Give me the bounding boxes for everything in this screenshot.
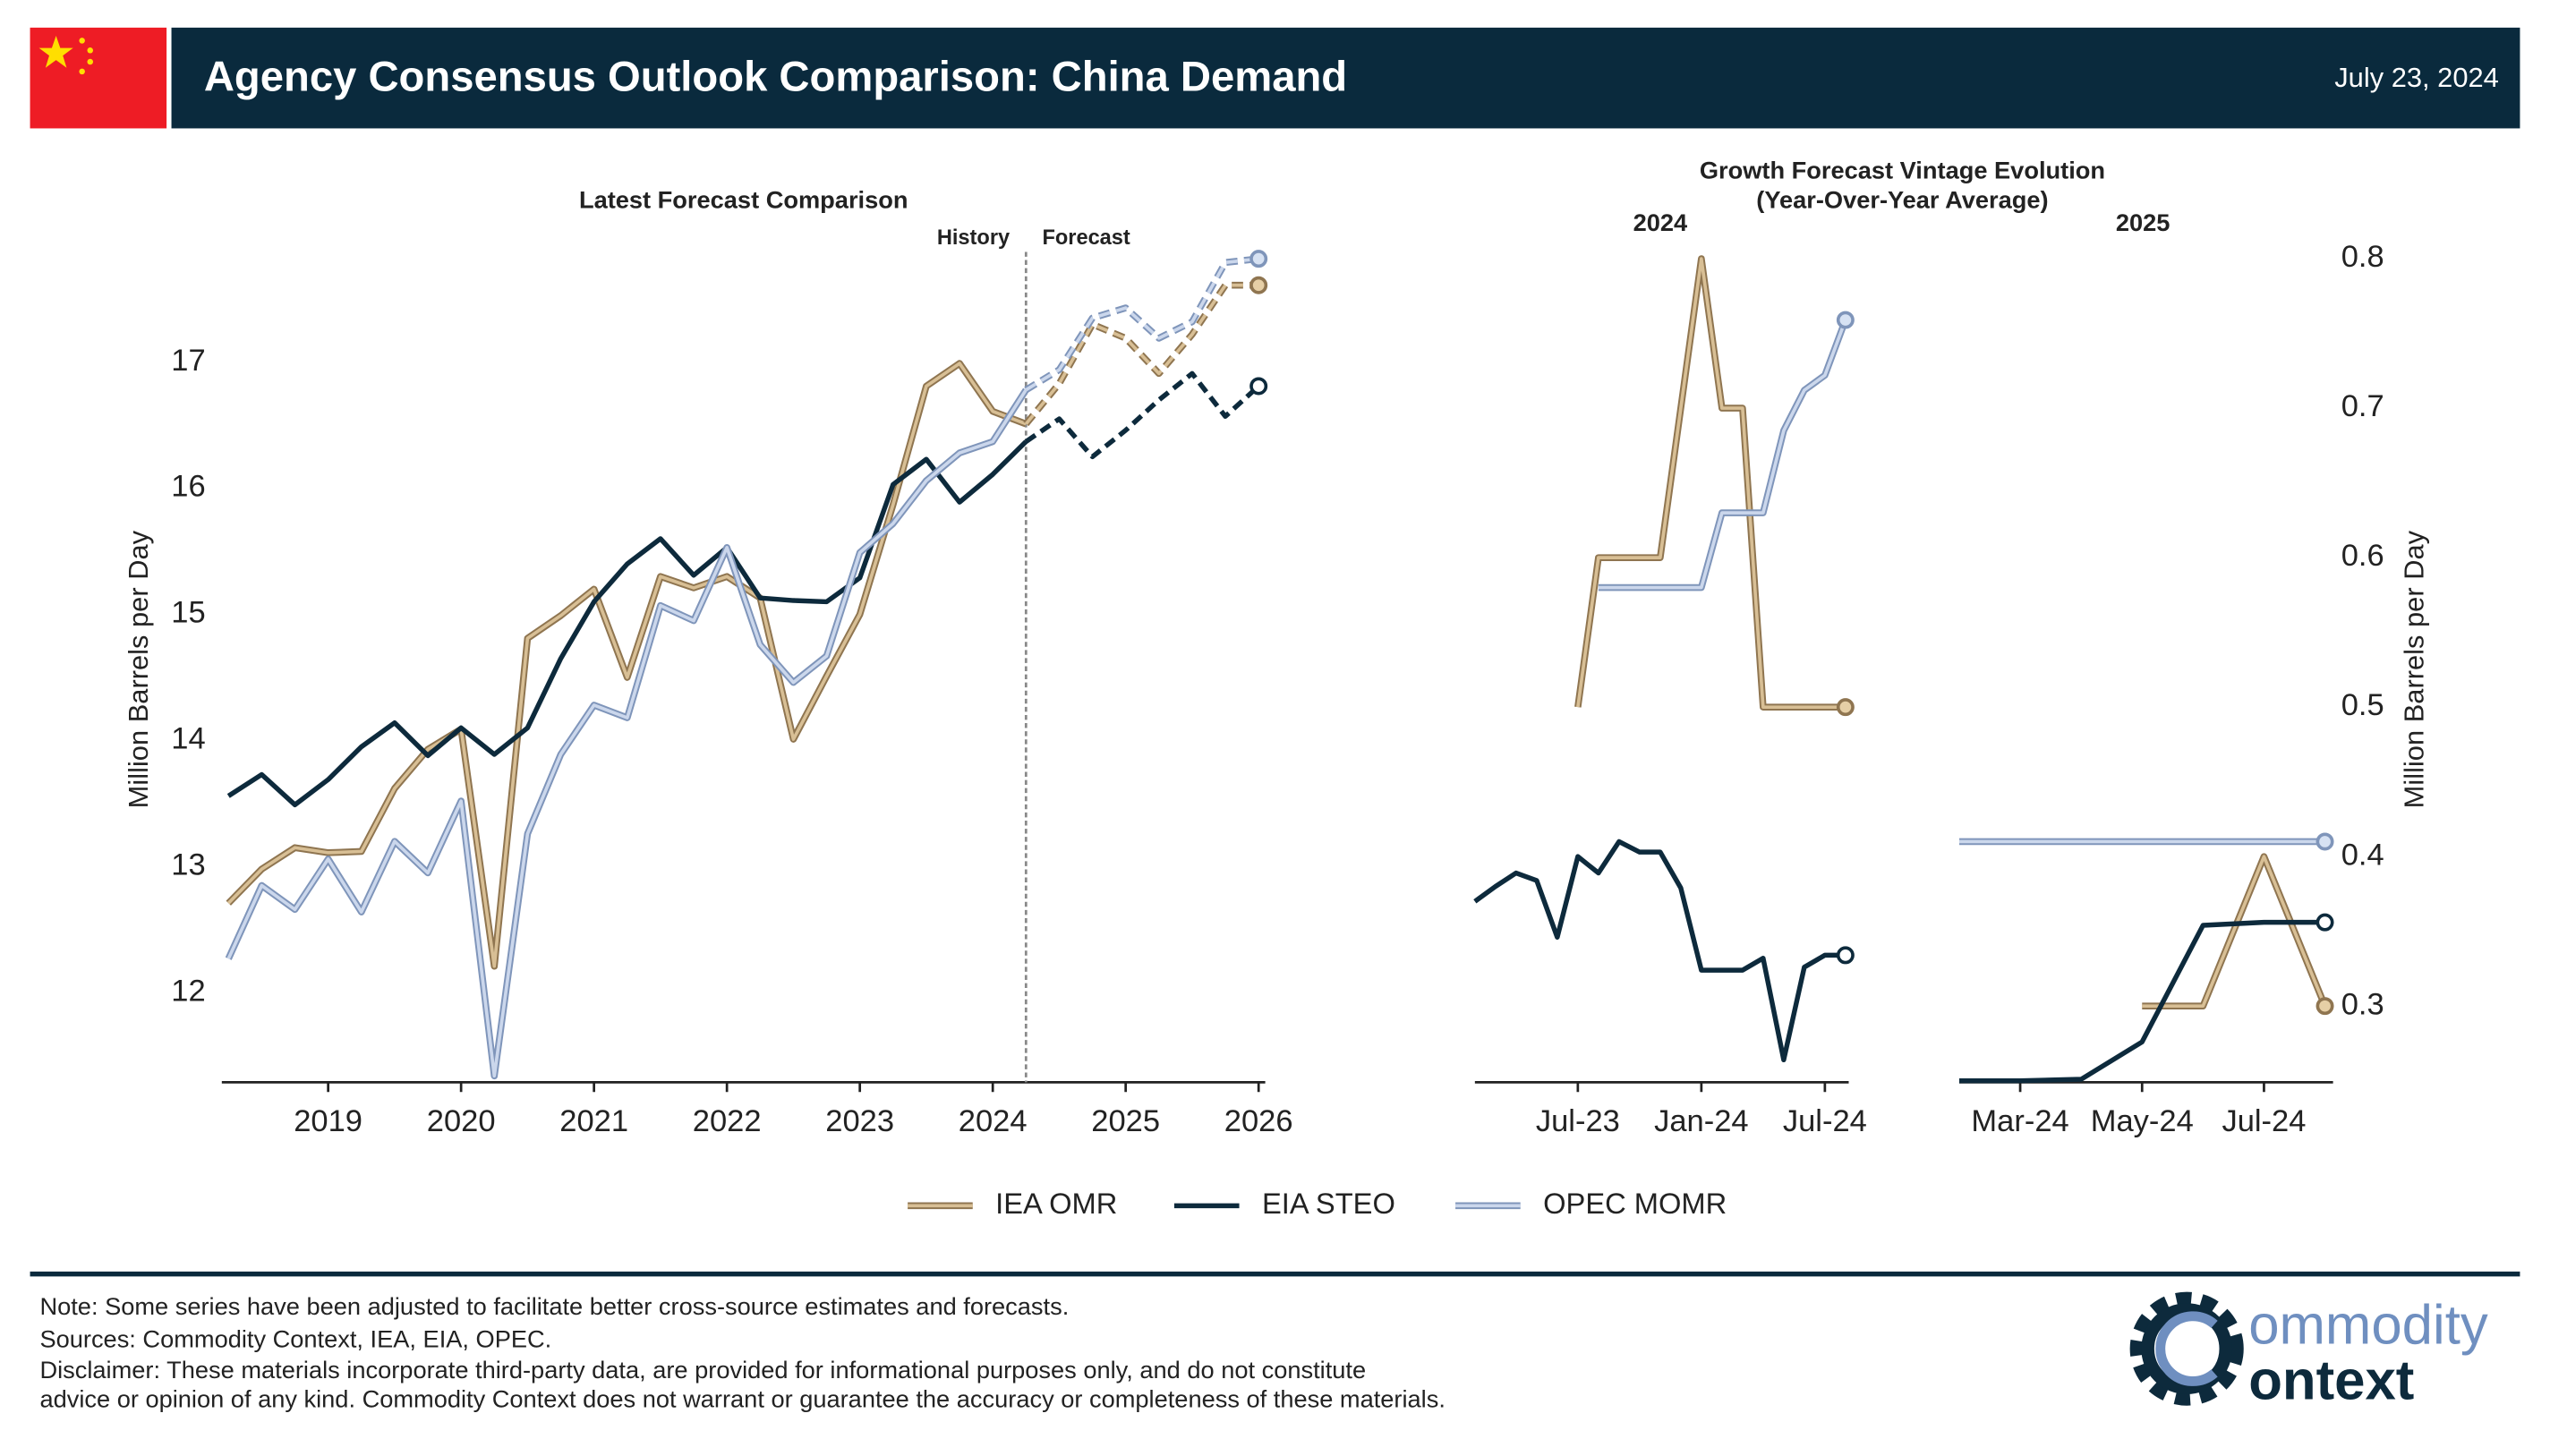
y-tick-label: 13 (171, 847, 205, 881)
y-tick-label: 0.6 (2341, 539, 2384, 573)
x-tick-label: Jul-24 (2222, 1104, 2306, 1138)
panel-title: 2024 (1633, 209, 1688, 236)
line (226, 439, 1028, 808)
panel-title: Latest Forecast Comparison (579, 185, 908, 213)
legend-label: EIA STEO (1262, 1187, 1395, 1220)
end-marker (1249, 276, 1268, 294)
y-tick-label: 0.3 (2341, 987, 2384, 1021)
end-marker (2315, 913, 2334, 932)
line-edge (225, 387, 1029, 1080)
y-tick-label: 0.7 (2341, 389, 2384, 423)
end-marker (2315, 832, 2334, 851)
x-tick-label: May-24 (2091, 1104, 2194, 1138)
x-tick-label: Jul-23 (1536, 1104, 1620, 1138)
logo (2129, 1291, 2244, 1406)
flag-stars (38, 35, 94, 75)
note: advice or opinion of any kind. Commodity… (39, 1384, 1445, 1412)
y-tick-label: 16 (171, 470, 205, 504)
header-title: Agency Consensus Outlook Comparison: Chi… (204, 53, 1347, 100)
x-tick-label: 2021 (559, 1104, 628, 1138)
x-tick-label: Jul-24 (1783, 1104, 1867, 1138)
x-tick-label: 2020 (427, 1104, 496, 1138)
line-edge (1024, 255, 1259, 393)
x-tick-label: 2022 (693, 1104, 762, 1138)
y-tick-label: 0.8 (2341, 240, 2384, 274)
legend-label: IEA OMR (995, 1187, 1117, 1220)
line (1473, 839, 1846, 1063)
y-axis-label: Million Barrels per Day (2398, 530, 2429, 808)
end-marker (1249, 377, 1268, 396)
group-title: Growth Forecast Vintage Evolution (1700, 157, 2105, 184)
x-tick-label: 2024 (959, 1104, 1028, 1138)
x-tick-label: 2019 (294, 1104, 362, 1138)
x-tick-label: Jan-24 (1654, 1104, 1749, 1138)
flag (30, 27, 167, 129)
y-tick-label: 0.4 (2341, 838, 2384, 872)
panel-title: 2025 (2116, 209, 2170, 236)
y-tick-label: 17 (171, 344, 205, 378)
line (1024, 370, 1261, 460)
end-marker (1836, 946, 1855, 965)
line (1598, 319, 1847, 590)
end-marker (1836, 698, 1855, 717)
y-tick-label: 15 (171, 596, 205, 630)
line (1576, 257, 1846, 709)
line (1958, 919, 2325, 1084)
end-marker (2315, 997, 2334, 1016)
group-subtitle: (Year-Over-Year Average) (1756, 185, 2048, 213)
logo-text: ommodity (2248, 1295, 2488, 1357)
legend-label: OPEC MOMR (1543, 1187, 1727, 1220)
note: Disclaimer: These materials incorporate … (39, 1356, 1366, 1384)
logo-text: ontext (2248, 1350, 2414, 1411)
annotation: History (937, 226, 1010, 250)
y-tick-label: 14 (171, 722, 205, 756)
x-tick-label: 2026 (1224, 1104, 1293, 1138)
x-tick-label: 2025 (1091, 1104, 1160, 1138)
line (226, 362, 1027, 968)
line (2142, 855, 2327, 1008)
note: Sources: Commodity Context, IEA, EIA, OP… (39, 1324, 551, 1352)
y-axis-label: Million Barrels per Day (123, 530, 154, 808)
end-marker (1249, 250, 1268, 268)
y-tick-label: 0.5 (2341, 688, 2384, 722)
annotation: Forecast (1042, 226, 1130, 250)
x-tick-label: 2023 (825, 1104, 894, 1138)
end-marker (1836, 311, 1855, 329)
line-edge (1598, 319, 1849, 592)
header-date: July 23, 2024 (2334, 62, 2499, 93)
header-bar (171, 27, 2520, 129)
note: Note: Some series have been adjusted to … (39, 1292, 1069, 1320)
y-tick-label: 12 (171, 974, 205, 1008)
line (1025, 257, 1259, 392)
line (226, 388, 1028, 1078)
line (1024, 283, 1259, 425)
x-tick-label: Mar-24 (1971, 1104, 2068, 1138)
